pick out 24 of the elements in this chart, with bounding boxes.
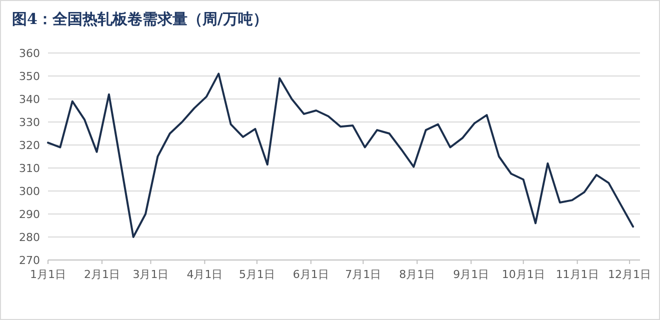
y-tick-label: 350: [19, 70, 40, 83]
x-tick-label: 4月1日: [186, 268, 223, 281]
y-tick-label: 270: [19, 254, 40, 267]
x-tick-label: 10月1日: [502, 268, 545, 281]
chart-title: 图4：全国热轧板卷需求量（周/万吨）: [12, 10, 268, 28]
x-tick-label: 8月1日: [399, 268, 436, 281]
x-tick-label: 11月1日: [556, 268, 599, 281]
x-tick-label: 3月1日: [132, 268, 169, 281]
x-tick-label: 12月1日: [608, 268, 652, 281]
x-tick-label: 7月1日: [345, 268, 382, 281]
y-tick-label: 310: [19, 162, 40, 175]
y-tick-label: 340: [19, 93, 40, 106]
y-tick-label: 300: [19, 185, 40, 198]
x-tick-label: 5月1日: [238, 268, 275, 281]
y-tick-label: 290: [19, 208, 40, 221]
y-tick-label: 280: [19, 231, 40, 244]
x-tick-label: 2月1日: [84, 268, 120, 281]
line-series: [47, 72, 634, 238]
y-tick-label: 330: [19, 116, 40, 129]
x-tick-label: 1月1日: [30, 268, 66, 281]
x-tick-label: 6月1日: [292, 268, 329, 281]
y-tick-label: 360: [19, 47, 40, 60]
y-tick-label: 320: [19, 139, 40, 152]
x-tick-label: 9月1日: [453, 268, 490, 281]
